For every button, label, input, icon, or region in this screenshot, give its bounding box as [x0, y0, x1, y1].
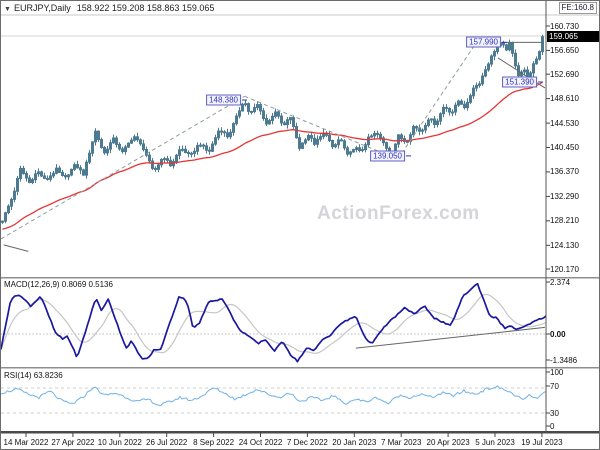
date-axis-label: 7 Mar 2023	[380, 438, 422, 447]
chart-title: ▼ EURJPY,Daily 158.922 159.208 158.863 159…	[4, 3, 214, 13]
date-axis-label: 20 Apr 2023	[426, 438, 470, 447]
price-axis-label: 144.530	[550, 118, 579, 128]
macd-axis-label: 2.374	[550, 277, 571, 287]
rsi-axis-label: 70	[550, 381, 559, 391]
swing-price-label[interactable]: 151.390	[502, 76, 537, 88]
price-axis-label: 160.730	[550, 21, 579, 31]
rsi-indicator-label: RSI(14) 63.8236	[4, 371, 63, 380]
date-axis-label: 10 Jun 2022	[97, 438, 142, 447]
fib-expansion-label[interactable]: FE:160.8	[558, 2, 597, 14]
watermark: ActionForex.com	[317, 203, 480, 224]
current-price-tag: 159.065	[547, 31, 599, 42]
symbol-dropdown-icon[interactable]: ▼	[4, 6, 11, 13]
price-axis-label: 128.210	[550, 216, 579, 226]
rsi-axis-label: 30	[550, 408, 559, 418]
date-axis-label: 27 Apr 2022	[51, 438, 95, 447]
price-axis-label: 148.610	[550, 94, 579, 104]
date-axis-label: 20 Jan 2023	[332, 438, 377, 447]
swing-price-label[interactable]: 157.990	[466, 36, 501, 48]
swing-price-label[interactable]: 148.380	[206, 94, 241, 106]
date-axis-label: 26 Jul 2022	[146, 438, 188, 447]
rsi-axis-label: 100	[550, 367, 564, 377]
date-axis-label: 19 Jul 2023	[521, 438, 563, 447]
macd-axis-label: 0.00	[550, 329, 566, 339]
date-axis-label: 14 Mar 2022	[3, 438, 49, 447]
date-axis-label: 8 Sep 2022	[193, 438, 235, 447]
price-axis-label: 136.370	[550, 167, 579, 177]
price-axis-label: 152.690	[550, 69, 579, 79]
rsi-axis-label: 0	[550, 421, 555, 431]
macd-indicator-label: MACD(12,26,9) 0.8069 0.5136	[4, 280, 113, 289]
date-axis-label: 5 Jun 2023	[475, 438, 515, 447]
swing-price-label[interactable]: 139.050	[370, 150, 405, 162]
symbol-timeframe-label: EURJPY,Daily	[13, 3, 71, 13]
ohlc-values: 158.922 159.208 158.863 159.065	[76, 3, 215, 13]
price-axis-label: 124.130	[550, 240, 579, 250]
price-axis-label: 132.290	[550, 191, 579, 201]
date-axis-label: 24 Oct 2022	[238, 438, 283, 447]
price-axis-label: 140.450	[550, 143, 579, 152]
macd-axis-label: -1.3486	[550, 355, 578, 365]
price-axis-label: 156.650	[550, 45, 579, 55]
date-axis-label: 7 Dec 2022	[286, 438, 328, 447]
price-axis-label: 120.170	[550, 264, 579, 274]
